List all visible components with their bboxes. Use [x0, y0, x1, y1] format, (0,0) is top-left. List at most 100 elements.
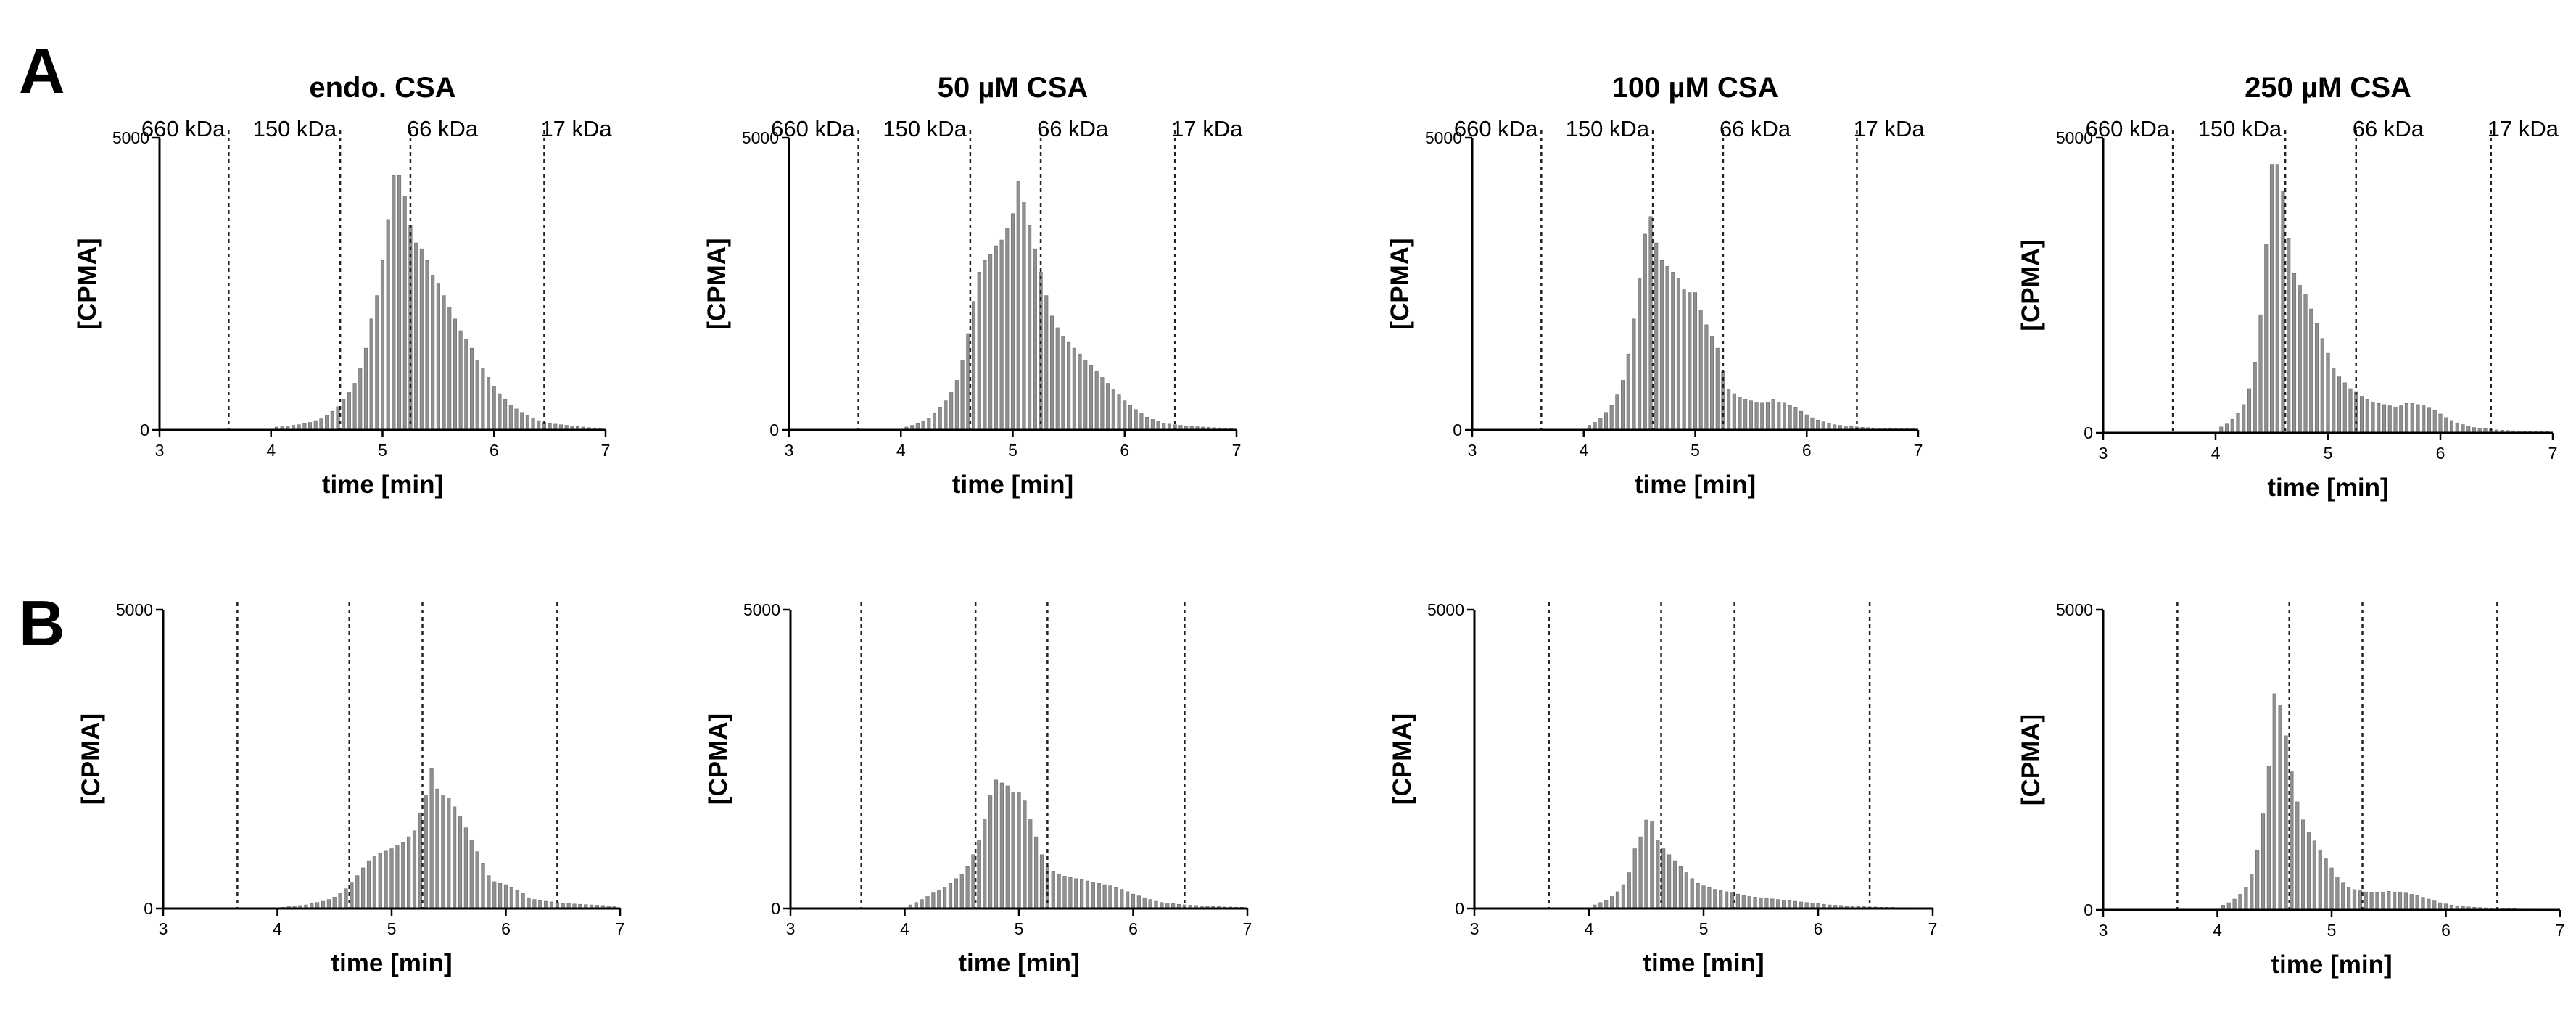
data-bar	[2369, 892, 2374, 911]
data-bar	[1148, 899, 1152, 909]
data-bar	[2387, 405, 2392, 434]
data-bar	[2314, 323, 2319, 434]
data-bar	[971, 854, 975, 909]
data-bar	[419, 248, 424, 431]
data-bar	[1034, 836, 1039, 909]
data-bar	[2365, 399, 2369, 434]
data-bar	[1793, 407, 1798, 431]
data-bar	[319, 418, 323, 431]
data-bar	[1764, 898, 1769, 909]
data-bar	[313, 420, 318, 431]
data-bar	[2393, 891, 2397, 911]
y-axis-title: [CPMA]	[703, 238, 731, 329]
data-bar	[1108, 885, 1112, 909]
x-tick-label: 3	[159, 919, 168, 938]
data-bar	[2415, 895, 2419, 911]
mw-marker-label: 150 kDa	[1566, 116, 1650, 141]
x-tick-label: 4	[273, 919, 282, 938]
data-bar	[920, 899, 924, 909]
data-bar	[1698, 310, 1703, 431]
data-bar	[2244, 887, 2248, 911]
x-tick-label: 7	[1243, 919, 1252, 938]
data-bar	[2444, 417, 2448, 434]
data-bar	[1615, 891, 1620, 909]
data-bar	[2347, 887, 2351, 911]
data-bar	[1593, 422, 1597, 431]
data-bar	[1610, 896, 1614, 909]
y-axis-title: [CPMA]	[73, 238, 102, 329]
data-bar	[361, 867, 366, 909]
x-tick-label: 3	[785, 441, 794, 460]
x-tick-label: 7	[1914, 441, 1923, 460]
data-bar	[372, 856, 376, 909]
data-bar	[487, 377, 491, 431]
data-bar	[363, 347, 368, 431]
data-bar	[1049, 315, 1054, 431]
data-bar	[983, 819, 987, 909]
data-bar	[1693, 292, 1698, 431]
panel-label-a: A	[19, 35, 65, 107]
x-tick-label: 4	[896, 441, 906, 460]
data-bar	[342, 399, 346, 431]
data-bar	[1097, 883, 1101, 909]
data-bar	[1738, 397, 1742, 431]
data-bar	[1111, 389, 1115, 431]
data-bar	[2329, 867, 2334, 911]
x-axis-title: time [min]	[322, 471, 443, 499]
data-bar	[2236, 413, 2240, 434]
data-bar	[1085, 880, 1090, 909]
data-bar	[1759, 897, 1763, 909]
data-bar	[2359, 396, 2364, 434]
x-tick-label: 6	[1814, 919, 1823, 938]
data-bar	[2342, 382, 2347, 434]
data-bar	[392, 175, 396, 431]
data-bar	[1094, 371, 1099, 431]
data-bar	[2335, 877, 2340, 911]
x-tick-label: 5	[2327, 921, 2337, 940]
data-bar	[2278, 705, 2282, 911]
y-tick-label: 5000	[742, 128, 779, 147]
x-tick-label: 4	[266, 441, 276, 460]
y-axis-title: [CPMA]	[77, 713, 105, 805]
data-bar	[1816, 419, 1820, 431]
data-bar	[475, 851, 479, 909]
data-bar	[492, 386, 496, 431]
data-bar	[2309, 308, 2313, 434]
chart-b-100um-csa: 3 4 5 6 7 0 5000 time [min] [CPMA]	[1388, 600, 1937, 977]
data-bar	[2281, 190, 2285, 434]
x-tick-label: 3	[155, 441, 165, 460]
data-bar	[949, 392, 954, 431]
data-bar	[531, 418, 535, 431]
data-bar	[463, 827, 468, 909]
mw-marker-label: 66 kDa	[2353, 116, 2424, 141]
data-bar	[453, 806, 457, 909]
data-bar	[994, 245, 998, 431]
data-bar	[458, 815, 463, 909]
x-tick-label: 4	[2211, 444, 2221, 463]
data-bar	[1730, 892, 1735, 909]
y-tick-label: 0	[771, 899, 780, 918]
data-bar	[2247, 388, 2252, 434]
data-bar	[481, 368, 485, 431]
data-bar	[1684, 872, 1688, 909]
data-bar	[1136, 895, 1141, 909]
data-bar	[977, 839, 981, 909]
data-bar	[944, 400, 948, 431]
data-bar	[1598, 418, 1603, 431]
data-bar	[401, 842, 405, 909]
data-bar	[1128, 405, 1132, 431]
data-bar	[1643, 233, 1647, 431]
data-bar	[487, 875, 491, 909]
mw-marker-label: 17 kDa	[2488, 116, 2559, 141]
chart-b-endo-csa: 3 4 5 6 7 0 5000 time [min] [CPMA]	[77, 600, 624, 977]
data-bar	[1621, 884, 1625, 909]
data-bar	[2301, 819, 2305, 911]
data-bar	[1678, 866, 1683, 909]
y-tick-label: 5000	[1425, 128, 1462, 147]
data-bar	[520, 412, 524, 431]
data-bar	[1682, 289, 1686, 431]
chart-title: 250 µM CSA	[2245, 72, 2411, 104]
data-bar	[1632, 318, 1636, 431]
data-bar	[2292, 273, 2297, 434]
